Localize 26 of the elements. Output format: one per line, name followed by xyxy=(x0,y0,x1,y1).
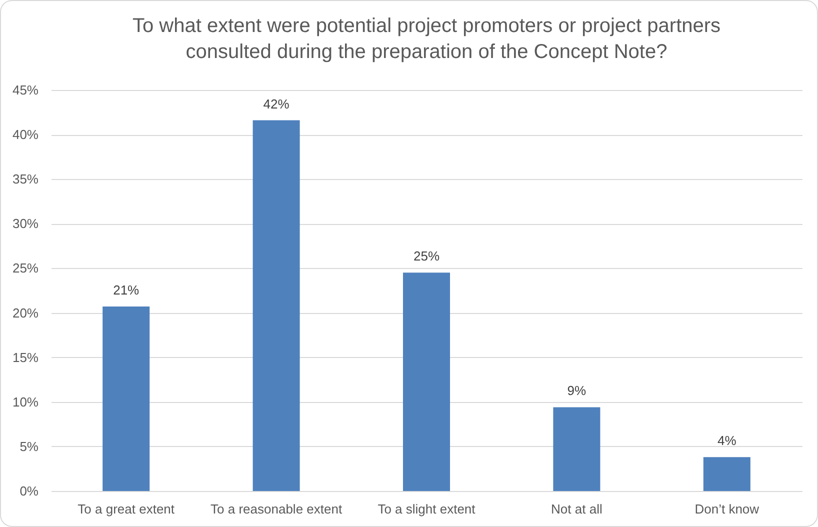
x-tick-label: Don’t know xyxy=(694,502,760,516)
data-label: 42% xyxy=(263,96,290,112)
y-tick-label: 30% xyxy=(12,216,39,232)
y-tick-label: 45% xyxy=(12,82,39,98)
bar xyxy=(402,272,450,491)
y-tick-label: 25% xyxy=(12,260,39,276)
y-tick-label: 15% xyxy=(12,350,39,365)
data-label: 9% xyxy=(567,383,587,398)
y-tick-label: 20% xyxy=(12,305,39,320)
data-label: 4% xyxy=(718,433,737,448)
y-tick-label: 0% xyxy=(20,484,39,498)
bar xyxy=(102,306,150,491)
x-tick-label: Not at all xyxy=(551,502,602,516)
y-tick-label: 5% xyxy=(20,438,39,454)
data-label: 21% xyxy=(113,282,140,298)
x-tick-label: To a slight extent xyxy=(378,502,476,516)
bar xyxy=(553,407,600,491)
y-tick-label: 10% xyxy=(12,394,39,410)
data-label: 25% xyxy=(413,248,440,264)
x-tick-label: To a reasonable extent xyxy=(210,502,342,516)
bar xyxy=(703,457,750,491)
bar xyxy=(252,120,300,491)
chart-title: To what extent were potential project promoters or project partners consulted during the preparation of the Concept Note? xyxy=(132,15,721,63)
y-tick-label: 35% xyxy=(12,172,39,187)
x-tick-label: To a great extent xyxy=(78,502,175,516)
y-tick-label: 40% xyxy=(12,127,39,142)
